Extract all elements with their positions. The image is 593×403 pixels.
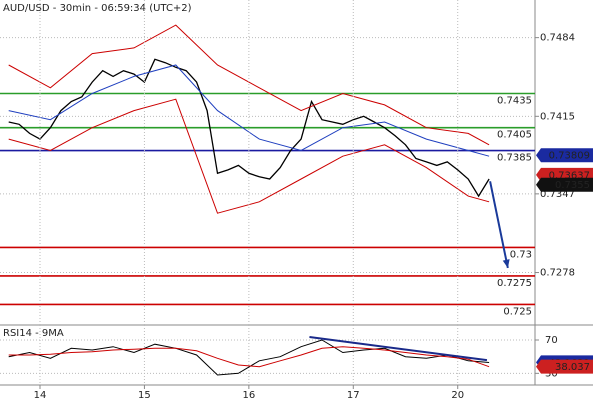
- x-tick-label: 17: [347, 390, 360, 401]
- level-label: 0.7405: [497, 130, 532, 141]
- series-line: [8, 58, 490, 198]
- y-tick-label: 70: [545, 335, 558, 346]
- price-tag-label: 0.73637: [549, 170, 590, 181]
- x-tick-label: 16: [242, 390, 255, 401]
- y-tick-label: 0.7347: [540, 189, 575, 200]
- level-label: 0.725: [503, 306, 532, 317]
- chart-title: AUD/USD - 30min - 06:59:34 (UTC+2): [3, 3, 192, 14]
- y-tick-label: 0.7484: [540, 33, 575, 44]
- arrow-head: [502, 259, 510, 268]
- series-line: [8, 24, 490, 146]
- y-tick-label: 0.7278: [540, 268, 575, 279]
- level-label: 0.73: [510, 249, 532, 260]
- price-tag: [536, 148, 593, 163]
- series-line: [8, 98, 490, 214]
- arrow-shaft: [489, 181, 509, 269]
- x-tick-label: 15: [138, 390, 151, 401]
- price-tag-label: 38.037: [555, 362, 590, 373]
- series-line: [8, 64, 490, 157]
- x-tick-label: 14: [34, 390, 47, 401]
- series-line: [8, 339, 490, 376]
- price-tag-label: 0.73809: [549, 151, 590, 162]
- trend-line: [309, 336, 488, 362]
- y-tick-label: 0.7415: [540, 111, 575, 122]
- level-label: 0.7435: [497, 96, 532, 107]
- level-label: 0.7275: [497, 278, 532, 289]
- series-line: [8, 346, 490, 368]
- rsi-title: RSI14 - 9MA: [3, 328, 64, 339]
- price-tag: [536, 177, 593, 192]
- price-tag-label: 0.7355: [555, 180, 590, 191]
- price-tag: [536, 359, 593, 374]
- x-tick-label: 20: [451, 390, 464, 401]
- level-label: 0.7385: [497, 153, 532, 164]
- y-tick-label: 30: [545, 368, 558, 379]
